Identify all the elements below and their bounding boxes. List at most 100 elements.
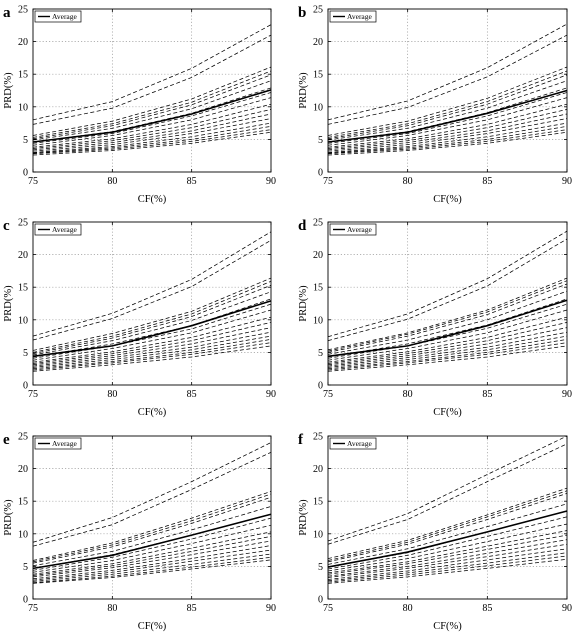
chart-panel-b: 75 80 85 90 0 5 10 15 20 25 CF(%) PRD(%) b Average xyxy=(298,5,572,206)
series-line-13 xyxy=(32,331,272,367)
x-tick-label: 75 xyxy=(28,603,38,614)
series-line-6 xyxy=(32,506,272,567)
plot-frame xyxy=(327,221,568,386)
legend-label: Average xyxy=(52,225,78,234)
legend-label: Average xyxy=(52,12,78,21)
series-line-14 xyxy=(327,122,568,153)
series-line-8 xyxy=(32,303,272,359)
series-line-16 xyxy=(32,129,272,155)
series-line-15 xyxy=(327,552,568,582)
average-line xyxy=(327,89,568,143)
legend-label: Average xyxy=(347,12,373,21)
y-tick-label: 0 xyxy=(318,381,323,392)
chart-panel-f: 75 80 85 90 0 5 10 15 20 25 CF(%) PRD(%) f Average xyxy=(298,432,572,633)
x-tick-label: 85 xyxy=(482,176,492,187)
series-line-8 xyxy=(32,92,272,144)
series-line-2 xyxy=(327,238,568,342)
series-line-14 xyxy=(327,335,568,368)
series-line-11 xyxy=(327,322,568,364)
series-line-4 xyxy=(32,493,272,563)
series-line-3 xyxy=(327,66,568,136)
series-line-11 xyxy=(32,536,272,576)
series-line-5 xyxy=(327,493,568,563)
y-tick-label: 15 xyxy=(313,70,323,81)
series-line-12 xyxy=(327,327,568,366)
y-tick-label: 20 xyxy=(313,250,323,261)
plot-frame xyxy=(327,8,568,173)
y-tick-label: 0 xyxy=(318,595,323,606)
series-line-3 xyxy=(32,66,272,136)
series-line-6 xyxy=(327,290,568,355)
series-line-17 xyxy=(327,131,568,156)
y-tick-label: 25 xyxy=(18,432,28,443)
y-tick-label: 5 xyxy=(23,135,28,146)
series-line-2 xyxy=(327,443,568,545)
y-tick-label: 25 xyxy=(313,432,323,443)
x-axis-label: CF(%) xyxy=(433,194,462,205)
panel-letter: c xyxy=(3,218,10,234)
legend-label: Average xyxy=(52,439,78,448)
series-line-13 xyxy=(327,543,568,578)
x-tick-label: 80 xyxy=(107,176,117,187)
y-tick-label: 0 xyxy=(23,381,28,392)
x-tick-label: 80 xyxy=(107,389,117,400)
y-tick-label: 15 xyxy=(18,70,28,81)
plot-frame xyxy=(327,435,568,600)
series-line-12 xyxy=(32,113,272,151)
panel-letter: b xyxy=(298,5,306,21)
y-tick-label: 0 xyxy=(23,595,28,606)
legend-box xyxy=(329,437,377,450)
chart-panel-d: 75 80 85 90 0 5 10 15 20 25 CF(%) PRD(%) d Average xyxy=(298,218,572,419)
x-tick-label: 85 xyxy=(482,603,492,614)
series-line-4 xyxy=(32,280,272,353)
x-tick-label: 85 xyxy=(482,389,492,400)
x-axis-label: CF(%) xyxy=(138,194,167,205)
y-axis-label: PRD(%) xyxy=(3,285,14,322)
series-line-10 xyxy=(327,530,568,574)
y-tick-label: 15 xyxy=(313,283,323,294)
chart-panel-e: 75 80 85 90 0 5 10 15 20 25 CF(%) PRD(%) e Average xyxy=(3,432,276,633)
legend: Average xyxy=(329,223,377,236)
series-line-15 xyxy=(327,338,568,370)
x-tick-label: 80 xyxy=(403,603,413,614)
series-line-14 xyxy=(32,549,272,581)
x-tick-label: 75 xyxy=(323,603,333,614)
y-tick-label: 5 xyxy=(23,562,28,573)
x-tick-label: 75 xyxy=(323,389,333,400)
y-tick-label: 10 xyxy=(18,102,28,113)
y-tick-label: 10 xyxy=(313,529,323,540)
y-tick-label: 10 xyxy=(18,529,28,540)
legend: Average xyxy=(34,10,82,23)
y-axis-label: PRD(%) xyxy=(298,499,309,536)
average-line xyxy=(32,513,272,570)
x-tick-label: 90 xyxy=(266,389,276,400)
series-line-9 xyxy=(32,524,272,573)
y-axis-label: PRD(%) xyxy=(298,285,309,322)
series-line-2 xyxy=(32,451,272,547)
y-tick-label: 20 xyxy=(18,250,28,261)
series-line-12 xyxy=(327,113,568,151)
series-line-1 xyxy=(32,231,272,337)
series-line-1 xyxy=(327,435,568,542)
y-tick-label: 25 xyxy=(18,218,28,229)
series-line-8 xyxy=(327,516,568,570)
series-line-5 xyxy=(32,74,272,140)
legend: Average xyxy=(34,437,82,450)
series-line-8 xyxy=(327,92,568,144)
x-tick-label: 80 xyxy=(403,176,413,187)
series-line-5 xyxy=(32,284,272,355)
x-tick-label: 90 xyxy=(266,176,276,187)
y-tick-label: 5 xyxy=(318,562,323,573)
series-line-16 xyxy=(327,129,568,155)
x-tick-label: 75 xyxy=(28,176,38,187)
panel-letter: e xyxy=(3,432,10,448)
series-line-1 xyxy=(32,24,272,121)
series-line-5 xyxy=(327,74,568,140)
series-line-6 xyxy=(327,503,568,565)
y-tick-label: 5 xyxy=(318,348,323,359)
series-line-2 xyxy=(32,239,272,341)
y-tick-label: 10 xyxy=(313,315,323,326)
series-line-14 xyxy=(32,122,272,153)
series-line-11 xyxy=(327,534,568,575)
y-tick-label: 10 xyxy=(313,102,323,113)
